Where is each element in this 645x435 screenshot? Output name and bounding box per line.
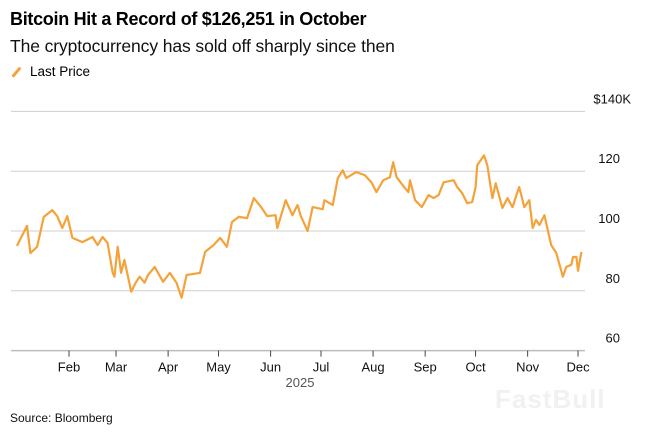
legend: Last Price — [10, 64, 90, 79]
chart-subtitle: The cryptocurrency has sold off sharply … — [10, 36, 395, 56]
x-tick-label: Jul — [313, 360, 330, 375]
y-tick-label: 60 — [606, 331, 620, 346]
x-tick-label: May — [206, 360, 231, 375]
series-line-last-price — [15, 154, 583, 299]
legend-label: Last Price — [30, 64, 91, 79]
y-tick-label: 80 — [606, 271, 620, 286]
x-tick-label: Nov — [516, 360, 540, 375]
x-tick-label: Jun — [260, 360, 281, 375]
watermark: FastBull — [495, 384, 606, 414]
x-tick-label: Aug — [362, 360, 385, 375]
x-axis-year-label: 2025 — [286, 375, 315, 390]
y-tick-label: $140K — [593, 91, 631, 106]
x-tick-label: Sep — [414, 360, 437, 375]
y-tick-label: 120 — [598, 151, 620, 166]
x-tick-label: Dec — [566, 360, 590, 375]
x-tick-label: Feb — [58, 360, 80, 375]
x-tick-label: Mar — [105, 360, 128, 375]
x-tick-label: Oct — [465, 360, 486, 375]
x-tick-label: Apr — [158, 360, 179, 375]
source-note: Source: Bloomberg — [10, 411, 113, 425]
y-tick-label: 100 — [598, 211, 620, 226]
chart-title: Bitcoin Hit a Record of $126,251 in Octo… — [10, 9, 367, 29]
